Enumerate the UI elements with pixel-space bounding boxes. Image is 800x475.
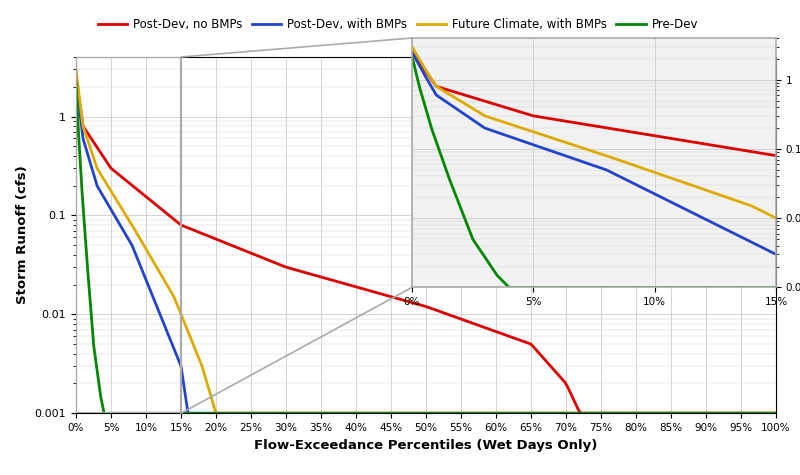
Pre-Dev [410, 410, 419, 416]
Pre-Dev [114, 410, 123, 416]
Post-Dev, with BMPs [84, 154, 94, 160]
Post-Dev, with BMPs [183, 410, 193, 416]
Future Climate, with BMPs [771, 410, 781, 416]
Pre-Dev [99, 410, 109, 416]
Future Climate, with BMPs [513, 410, 522, 416]
Pre-Dev [71, 80, 81, 86]
Post-Dev, with BMPs [71, 75, 81, 80]
Pre-Dev [513, 410, 522, 416]
Future Climate, with BMPs [410, 410, 419, 416]
Pre-Dev [318, 410, 327, 416]
Future Climate, with BMPs [212, 410, 222, 416]
Y-axis label: Storm Runoff (cfs): Storm Runoff (cfs) [16, 166, 29, 304]
Future Climate, with BMPs [732, 410, 742, 416]
Post-Dev, no BMPs [71, 75, 81, 80]
Future Climate, with BMPs [71, 66, 81, 72]
Bar [76, 57, 181, 413]
Post-Dev, with BMPs [732, 410, 742, 416]
Post-Dev, no BMPs [407, 300, 417, 305]
Future Climate, with BMPs [84, 140, 94, 145]
Future Climate, with BMPs [318, 410, 327, 416]
Post-Dev, with BMPs [113, 218, 122, 223]
Pre-Dev [771, 410, 781, 416]
Line: Future Climate, with BMPs: Future Climate, with BMPs [76, 69, 776, 413]
Post-Dev, with BMPs [318, 410, 327, 416]
Pre-Dev [84, 276, 94, 282]
Post-Dev, with BMPs [410, 410, 419, 416]
Line: Post-Dev, no BMPs: Post-Dev, no BMPs [76, 77, 776, 413]
Post-Dev, no BMPs [84, 132, 94, 137]
X-axis label: Flow-Exceedance Percentiles (Wet Days Only): Flow-Exceedance Percentiles (Wet Days On… [254, 438, 598, 452]
Post-Dev, with BMPs [771, 410, 781, 416]
Post-Dev, no BMPs [576, 410, 586, 416]
Legend: Post-Dev, no BMPs, Post-Dev, with BMPs, Future Climate, with BMPs, Pre-Dev: Post-Dev, no BMPs, Post-Dev, with BMPs, … [93, 13, 703, 36]
Post-Dev, with BMPs [513, 410, 522, 416]
Post-Dev, no BMPs [113, 171, 122, 176]
Post-Dev, no BMPs [510, 335, 520, 341]
Post-Dev, no BMPs [732, 410, 742, 416]
Post-Dev, no BMPs [771, 410, 781, 416]
Pre-Dev [732, 410, 742, 416]
Line: Post-Dev, with BMPs: Post-Dev, with BMPs [76, 77, 776, 413]
Future Climate, with BMPs [113, 199, 122, 204]
Line: Pre-Dev: Pre-Dev [76, 83, 776, 413]
Post-Dev, no BMPs [314, 274, 324, 279]
